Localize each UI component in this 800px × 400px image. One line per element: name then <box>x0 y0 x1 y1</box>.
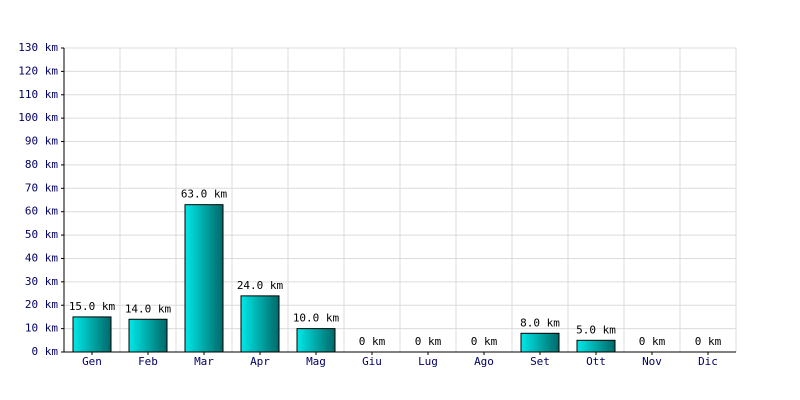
y-tick-label: 130 km <box>18 41 58 54</box>
bar <box>296 328 336 353</box>
y-tick-label: 20 km <box>25 298 58 311</box>
y-tick-label: 120 km <box>18 64 58 77</box>
bar <box>72 316 112 353</box>
y-tick-label: 10 km <box>25 322 58 335</box>
value-label: 0 km <box>359 335 386 348</box>
value-label: 0 km <box>471 335 498 348</box>
y-tick-label: 60 km <box>25 205 58 218</box>
x-tick-label: Nov <box>642 355 662 368</box>
x-tick-label: Apr <box>250 355 270 368</box>
x-tick-label: Giu <box>362 355 382 368</box>
x-tick-label: Mar <box>194 355 214 368</box>
x-tick-label: Feb <box>138 355 158 368</box>
y-tick-label: 40 km <box>25 251 58 264</box>
value-label: 24.0 km <box>237 279 284 292</box>
y-tick-label: 30 km <box>25 275 58 288</box>
bar <box>576 339 616 353</box>
bar <box>240 295 280 353</box>
value-label: 8.0 km <box>520 316 560 329</box>
y-tick-label: 50 km <box>25 228 58 241</box>
value-label: 15.0 km <box>69 300 116 313</box>
y-tick-label: 70 km <box>25 181 58 194</box>
value-label: 5.0 km <box>576 323 616 336</box>
value-label: 0 km <box>415 335 442 348</box>
bar <box>184 204 224 353</box>
x-tick-label: Ago <box>474 355 494 368</box>
value-label: 63.0 km <box>181 188 228 201</box>
x-tick-label: Gen <box>82 355 102 368</box>
value-label: 0 km <box>695 335 722 348</box>
x-tick-label: Ott <box>586 355 606 368</box>
bar <box>128 318 168 353</box>
y-tick-label: 90 km <box>25 135 58 148</box>
bar <box>520 332 560 353</box>
y-tick-label: 0 km <box>32 345 59 358</box>
value-label: 14.0 km <box>125 302 172 315</box>
y-tick-label: 80 km <box>25 158 58 171</box>
y-tick-label: 110 km <box>18 88 58 101</box>
x-tick-label: Set <box>530 355 550 368</box>
y-tick-label: 100 km <box>18 111 58 124</box>
value-label: 0 km <box>639 335 666 348</box>
value-label: 10.0 km <box>293 312 340 325</box>
x-tick-label: Dic <box>698 355 718 368</box>
x-tick-label: Lug <box>418 355 438 368</box>
x-tick-label: Mag <box>306 355 326 368</box>
